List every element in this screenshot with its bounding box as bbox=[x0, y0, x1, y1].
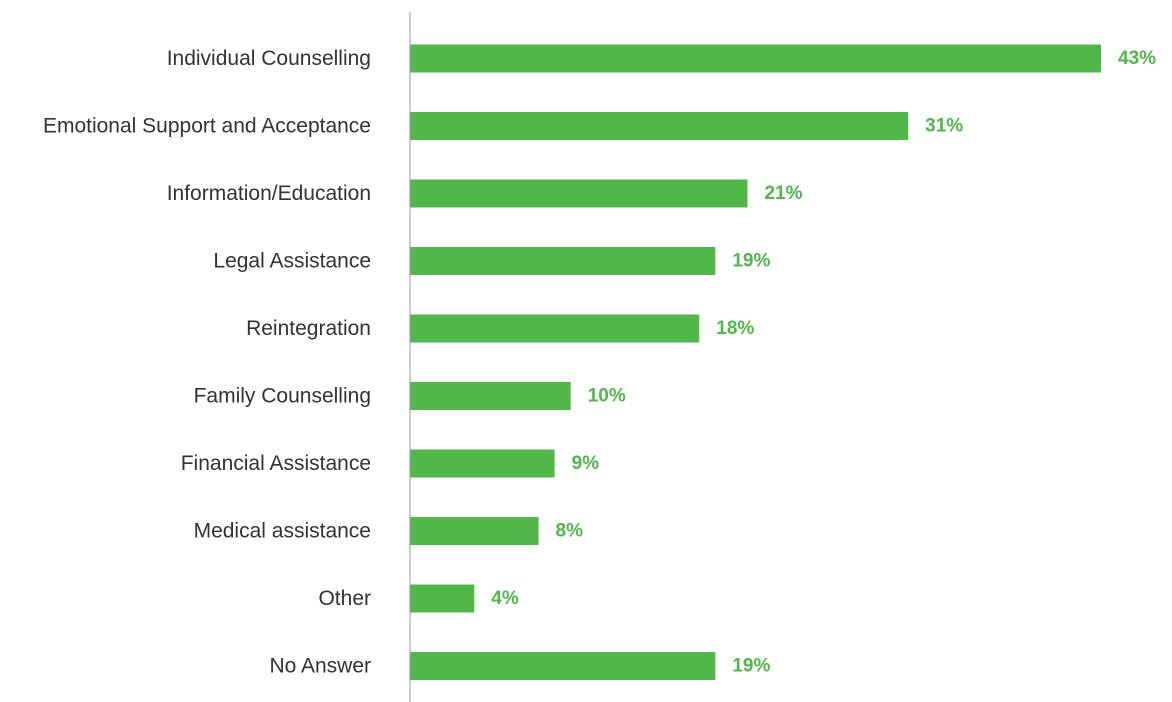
bar-9 bbox=[410, 652, 716, 680]
category-label-0: Individual Counselling bbox=[167, 47, 371, 70]
value-label-4: 18% bbox=[716, 318, 754, 339]
bars-layer bbox=[410, 44, 1101, 680]
category-labels: Individual Counselling Emotional Support … bbox=[43, 47, 371, 678]
value-label-7: 8% bbox=[556, 521, 584, 542]
category-label-6: Financial Assistance bbox=[181, 452, 371, 475]
bar-8 bbox=[410, 584, 475, 613]
category-label-2: Information/Education bbox=[167, 182, 371, 205]
bar-5 bbox=[410, 382, 571, 410]
category-label-3: Legal Assistance bbox=[213, 250, 371, 273]
value-label-0: 43% bbox=[1118, 48, 1156, 69]
bar-6 bbox=[410, 449, 555, 478]
bar-1 bbox=[410, 112, 909, 140]
category-label-5: Family Counselling bbox=[194, 385, 371, 408]
bar-3 bbox=[410, 247, 716, 275]
value-labels: 43% 31% 21% 19% 18% 10% 9% 8% 4% 19% bbox=[491, 48, 1156, 677]
category-label-9: No Answer bbox=[269, 655, 371, 678]
bar-7 bbox=[410, 517, 539, 545]
value-label-8: 4% bbox=[491, 588, 519, 609]
category-label-7: Medical assistance bbox=[194, 520, 371, 543]
bar-2 bbox=[410, 179, 748, 208]
bar-4 bbox=[410, 314, 700, 343]
value-label-9: 19% bbox=[732, 656, 770, 677]
value-label-3: 19% bbox=[732, 251, 770, 272]
value-label-6: 9% bbox=[572, 453, 600, 474]
category-label-8: Other bbox=[318, 587, 371, 610]
category-label-4: Reintegration bbox=[246, 317, 371, 340]
value-label-5: 10% bbox=[588, 386, 626, 407]
bar-0 bbox=[410, 44, 1101, 73]
value-label-2: 21% bbox=[764, 183, 802, 204]
value-label-1: 31% bbox=[925, 116, 963, 137]
category-label-1: Emotional Support and Acceptance bbox=[43, 115, 371, 138]
